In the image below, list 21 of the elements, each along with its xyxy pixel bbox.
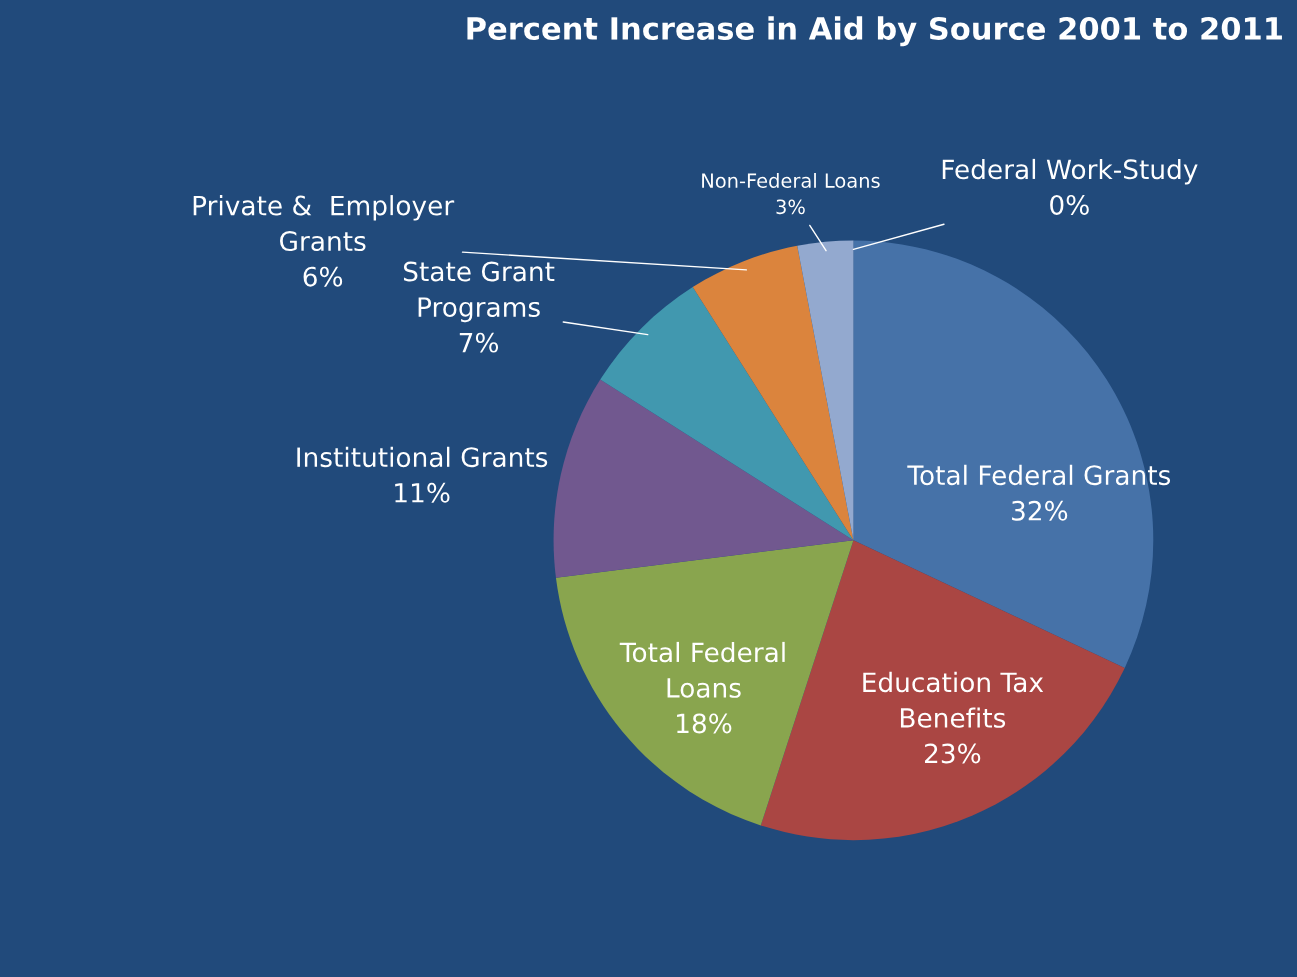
data-label: 32% bbox=[1012, 500, 1068, 521]
data-label: 23% bbox=[924, 743, 981, 764]
data-label: 18% bbox=[677, 713, 732, 734]
data-label: 6% bbox=[303, 266, 343, 287]
pie-slice bbox=[692, 245, 854, 541]
slice-label: Total Federal Grants bbox=[907, 464, 1171, 486]
pie-slice bbox=[555, 540, 854, 826]
slice-label: Non-Federal Loans bbox=[702, 172, 880, 188]
chart-title: Percent Increase in Aid by Source 2001 to 2011 bbox=[467, 16, 1282, 47]
data-label: 3% bbox=[776, 199, 805, 215]
category-label: Federal Work-Study bbox=[942, 158, 1198, 185]
pie-slice bbox=[553, 379, 854, 578]
slice-label: State Grant Programs bbox=[403, 261, 555, 323]
slice-label: Institutional Grants bbox=[297, 446, 548, 468]
slice-label: Private & Employer Grants bbox=[193, 195, 455, 252]
pie-slice bbox=[600, 287, 854, 541]
data-label: 11% bbox=[395, 482, 450, 503]
data-label: 7% bbox=[459, 332, 499, 353]
slice-label: Education Tax Benefits bbox=[863, 671, 1044, 728]
slice-label: Total Federal Loans bbox=[619, 641, 785, 698]
text: 0% bbox=[1050, 194, 1089, 215]
